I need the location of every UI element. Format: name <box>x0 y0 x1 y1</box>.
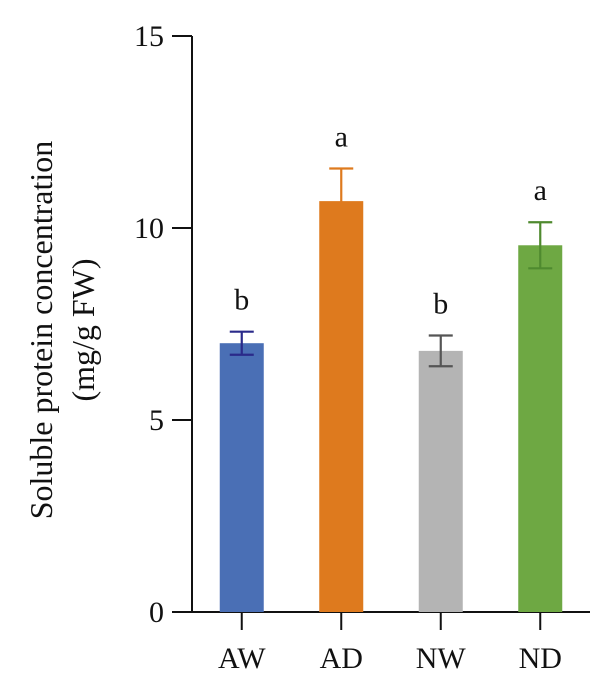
x-axis: AW AD NW ND <box>192 611 590 675</box>
y-tick-label: 0 <box>149 596 164 629</box>
bar-ad <box>319 201 364 612</box>
y-axis-label-line-2: (mg/g FW) <box>65 258 101 401</box>
x-tick-label-aw: AW <box>218 642 266 675</box>
y-axis-label: Soluble protein concentration (mg/g FW) <box>23 141 101 520</box>
bar-aw <box>219 343 264 612</box>
y-tick-label: 10 <box>134 212 164 245</box>
y-axis-label-line-1: Soluble protein concentration <box>23 141 59 520</box>
y-tick-label: 15 <box>134 20 164 53</box>
bars: b a b a <box>219 120 563 612</box>
x-tick-label-ad: AD <box>320 642 363 675</box>
significance-label-nw: b <box>433 288 448 321</box>
x-tick-label-nd: ND <box>519 642 562 675</box>
significance-label-nd: a <box>534 174 547 207</box>
significance-label-aw: b <box>234 284 249 317</box>
bar-nw <box>418 350 463 612</box>
x-tick-label-nw: NW <box>416 642 467 675</box>
significance-label-ad: a <box>335 120 348 153</box>
bar-nd <box>518 245 563 612</box>
y-tick-label: 5 <box>149 404 164 437</box>
y-axis: 0 5 10 15 <box>134 20 193 629</box>
